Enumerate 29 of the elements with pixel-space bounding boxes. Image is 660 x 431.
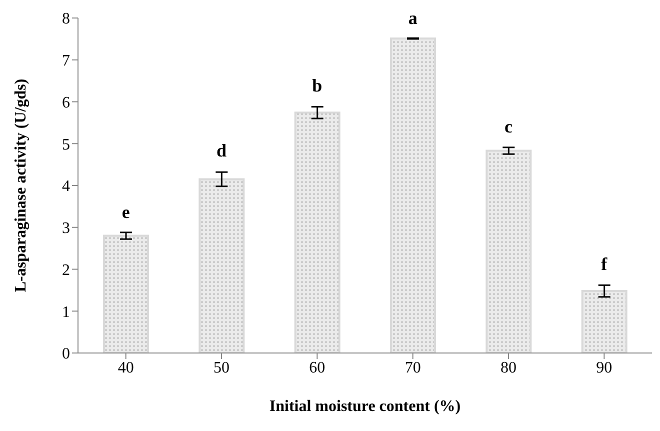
y-tick-label: 4 [62,178,70,196]
x-tick-label: 90 [596,359,612,376]
y-tick-label: 6 [62,94,70,112]
bar [294,112,340,353]
bar [390,38,436,353]
y-tick-label: 2 [62,262,70,279]
x-tick-label: 40 [118,359,134,376]
x-tick-label: 60 [309,359,326,376]
annotation: a [408,8,418,28]
y-tick-label: 5 [62,136,70,154]
x-axis-title: Initial moisture content (%) [269,398,461,415]
y-tick-label: 7 [62,52,70,70]
y-tick-label: 0 [62,346,70,363]
annotation: e [122,202,130,222]
annotation: b [312,76,322,96]
bar [581,290,628,353]
x-tick-label: 50 [214,359,230,376]
annotation: f [601,254,608,274]
y-tick-label: 8 [62,10,70,28]
annotation: c [504,116,512,137]
bar [198,178,245,353]
x-tick-label: 80 [500,359,516,376]
bar [103,234,149,353]
annotation: d [216,140,227,161]
y-tick-label: 3 [62,220,70,238]
y-tick-label: 1 [62,304,70,321]
y-axis-title: L-asparaginase activity (U/gds) [12,78,30,292]
x-tick-label: 70 [404,359,421,376]
bar [486,150,532,353]
